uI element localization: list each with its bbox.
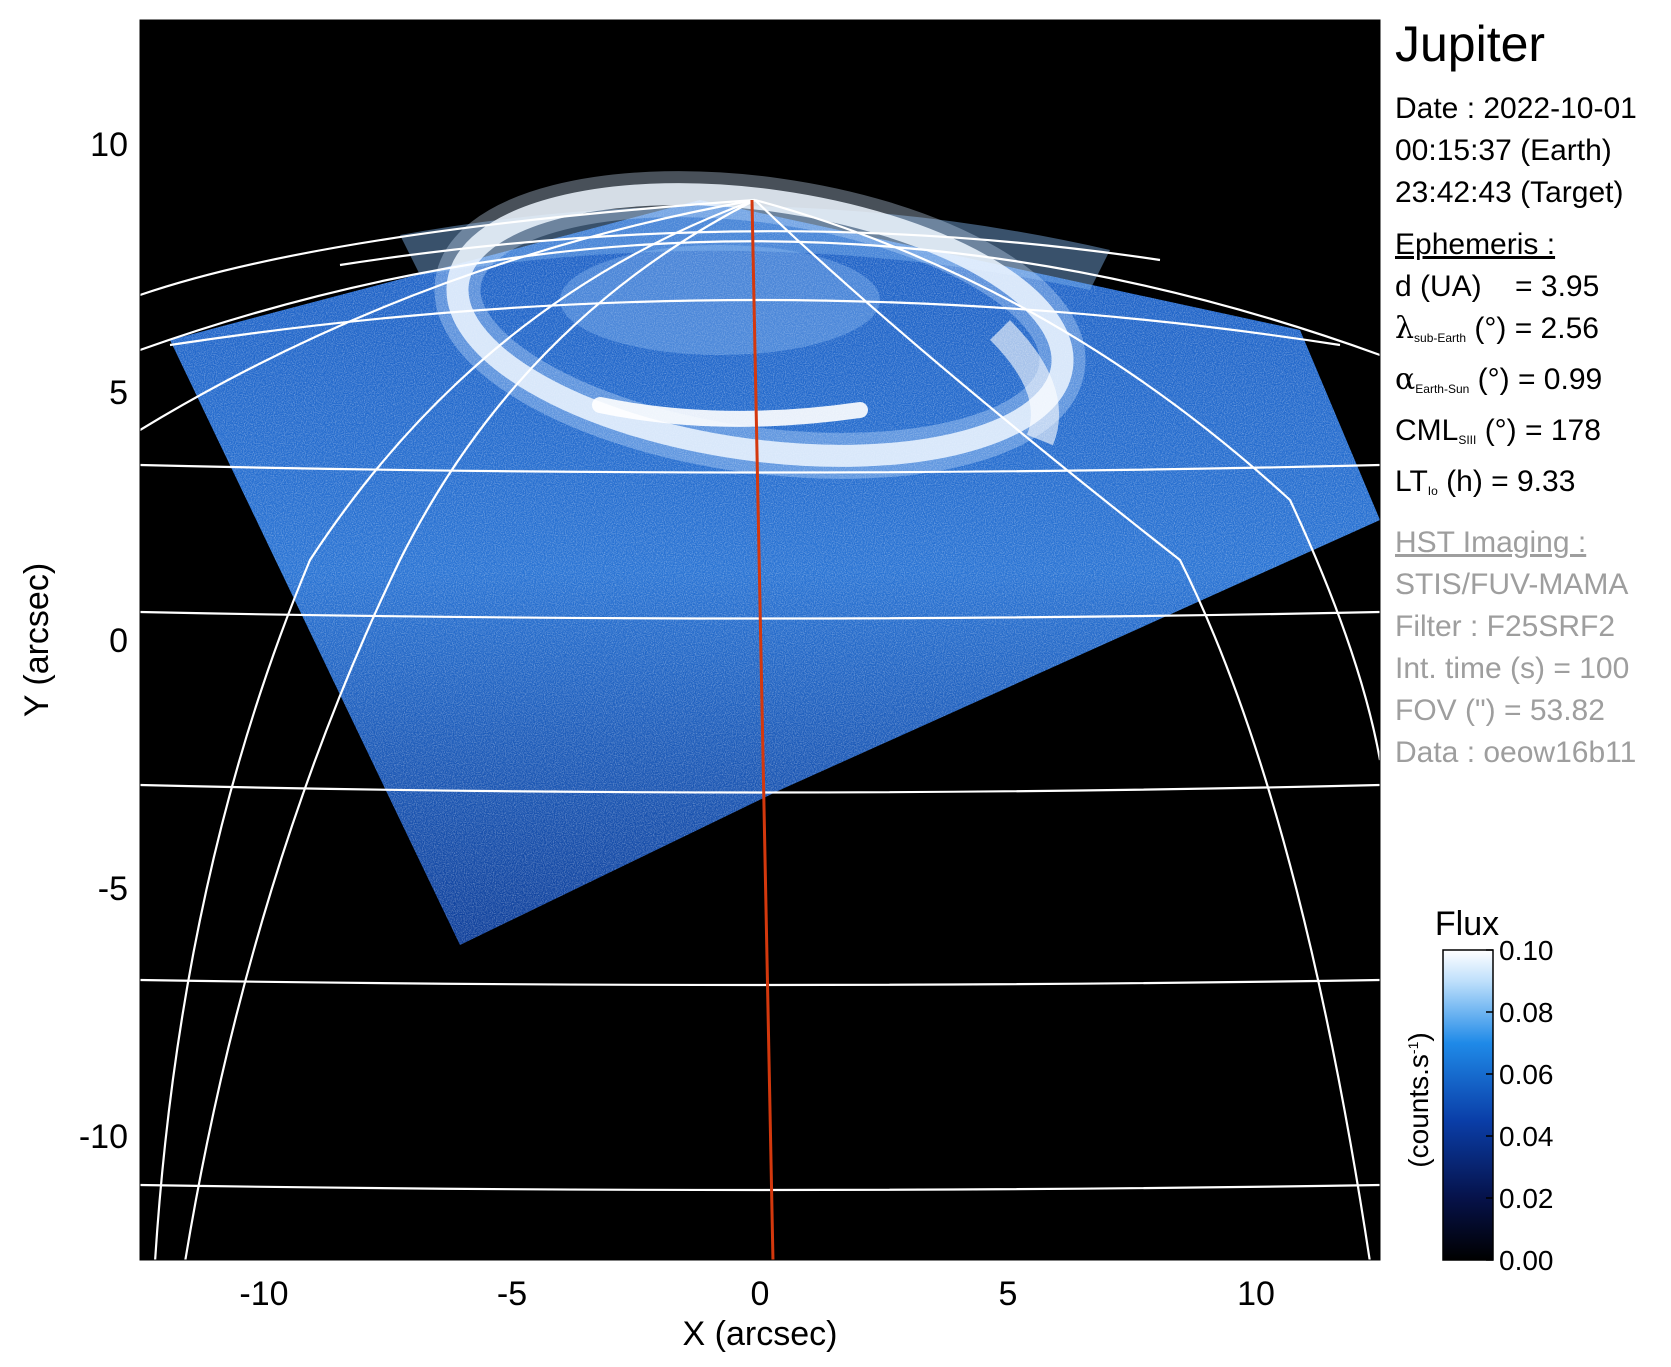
info-panel: Jupiter Date : 2022-10-01 00:15:37 (Eart… xyxy=(1395,14,1665,774)
hst-int-time: Int. time (s) = 100 xyxy=(1395,652,1630,685)
y-tick-label: -5 xyxy=(98,870,128,908)
ephemeris-distance: d (UA) = 3.95 xyxy=(1395,270,1600,303)
plot-frame xyxy=(139,19,1381,1261)
y-tick-label: 0 xyxy=(109,622,128,660)
colorbar-tick-label: 0.10 xyxy=(1499,935,1554,966)
colorbar-tick-label: 0.08 xyxy=(1499,997,1554,1028)
hst-instrument: STIS/FUV-MAMA xyxy=(1395,568,1629,601)
colorbar-unit-label: (counts.s-1) xyxy=(1403,1032,1434,1167)
x-tick-label: -10 xyxy=(239,1275,288,1313)
x-tick-label: 0 xyxy=(751,1275,770,1313)
y-tick-label: 5 xyxy=(109,374,128,412)
colorbar-title: Flux xyxy=(1435,905,1499,943)
date-line: Date : 2022-10-01 xyxy=(1395,92,1637,125)
target-time: 23:42:43 (Target) xyxy=(1395,176,1624,209)
ephemeris-cml: CMLSIII (°) = 178 xyxy=(1395,414,1601,447)
limb-haze xyxy=(400,205,1110,290)
x-tick-label: 5 xyxy=(999,1275,1018,1313)
colorbar-tick-label: 0.02 xyxy=(1499,1183,1554,1214)
colorbar-tick-label: 0.00 xyxy=(1499,1245,1554,1276)
y-tick-label: 10 xyxy=(90,126,128,164)
x-axis-label: X (arcsec) xyxy=(683,1315,838,1353)
hst-header: HST Imaging : xyxy=(1395,526,1587,559)
colorbar-gradient xyxy=(1442,949,1494,1261)
ephemeris-phase-angle: αEarth-Sun (°) = 0.99 xyxy=(1395,362,1603,397)
y-axis-ticks: 10 5 0 -5 -10 xyxy=(79,126,128,1156)
hst-fov: FOV (") = 53.82 xyxy=(1395,694,1605,727)
earth-time: 00:15:37 (Earth) xyxy=(1395,134,1612,167)
colorbar-tick-label: 0.04 xyxy=(1499,1121,1554,1152)
swath-noise xyxy=(170,200,1380,945)
colorbar-tick-label: 0.06 xyxy=(1499,1059,1554,1090)
x-tick-label: 10 xyxy=(1237,1275,1275,1313)
central-meridian-line xyxy=(750,199,775,1260)
x-axis-ticks: -10 -5 0 5 10 xyxy=(239,1275,1274,1313)
hst-filter: Filter : F25SRF2 xyxy=(1395,610,1616,643)
longitude-grid xyxy=(140,198,1380,1260)
y-tick-label: -10 xyxy=(79,1118,128,1156)
y-axis-label: Y (arcsec) xyxy=(18,563,56,717)
colorbar: Flux 0.10 0.08 0.06 0.04 0.02 0.00 (counts.s-… xyxy=(1403,905,1554,1276)
planet-title: Jupiter xyxy=(1395,16,1546,72)
hst-data-id: Data : oeow16b11 xyxy=(1395,736,1637,769)
ephemeris-local-time: LTIo (h) = 9.33 xyxy=(1395,465,1576,498)
auroral-oval xyxy=(434,171,1086,479)
ephemeris-latitude: λsub-Earth (°) = 2.56 xyxy=(1395,311,1599,346)
colorbar-ticks: 0.10 0.08 0.06 0.04 0.02 0.00 xyxy=(1486,935,1554,1276)
ephemeris-header: Ephemeris : xyxy=(1395,228,1556,261)
x-tick-label: -5 xyxy=(497,1275,527,1313)
